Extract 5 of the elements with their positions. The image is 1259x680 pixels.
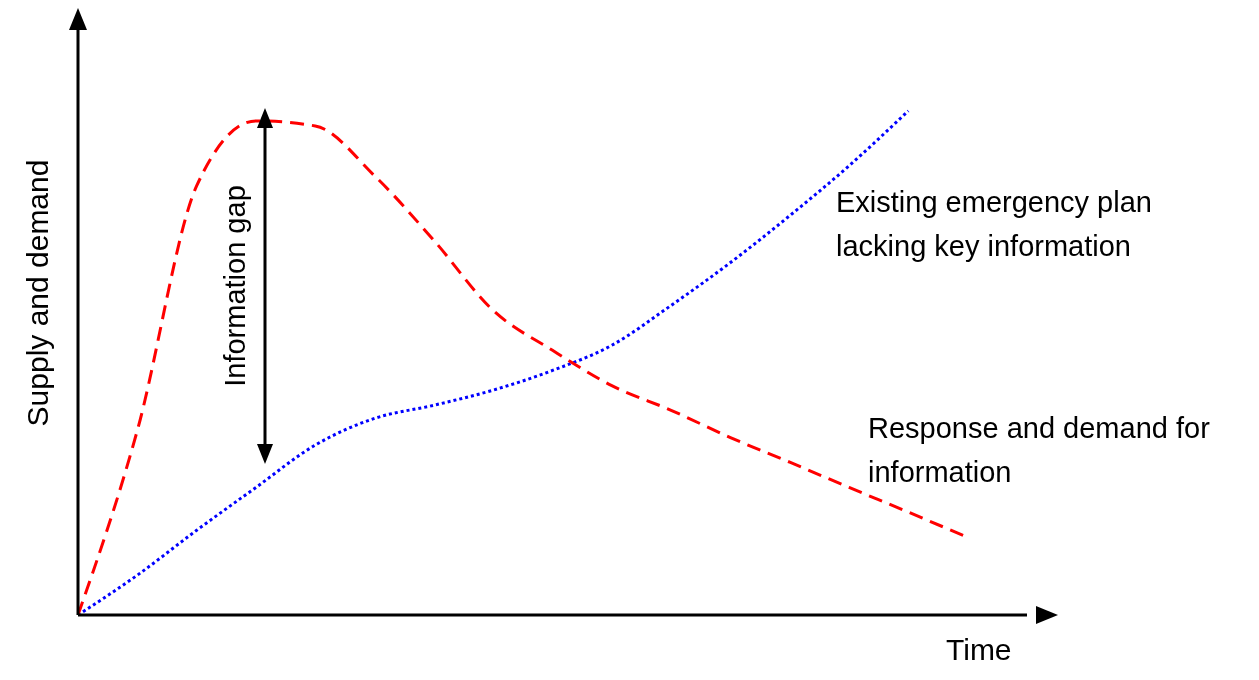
series-label: Existing emergency plan lacking key information <box>836 185 1153 264</box>
y-axis-title: Supply and demand <box>21 159 55 427</box>
series-label: Response and demand for information <box>868 411 1211 490</box>
annotation: Information gap <box>218 185 252 387</box>
x-axis-title: Time <box>946 633 1012 667</box>
